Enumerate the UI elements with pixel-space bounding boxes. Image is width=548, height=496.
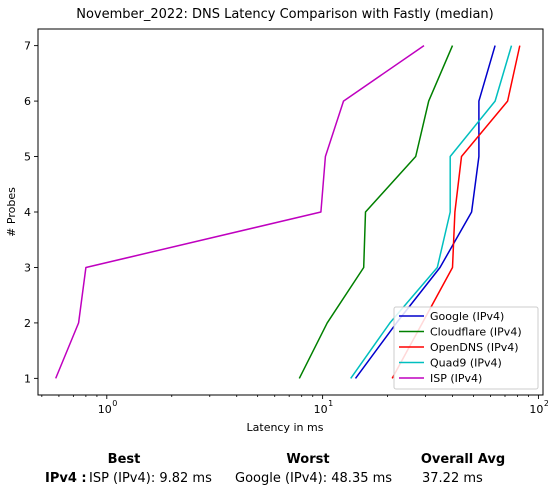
- summary-table: Best Worst Overall Avg IPv4 : ISP (IPv4)…: [0, 448, 548, 496]
- y-tick-label: 1: [24, 372, 31, 385]
- legend: Google (IPv4) Cloudflare (IPv4) OpenDNS (I…: [394, 307, 538, 389]
- x-tick-exponent: 0: [112, 399, 117, 408]
- chart-title: November_2022: DNS Latency Comparison wi…: [76, 7, 493, 22]
- legend-label: Quad9 (IPv4): [430, 357, 502, 370]
- y-axis-ticks: 1 2 3 4 5 6 7: [24, 40, 38, 386]
- worst-value: Google (IPv4): 48.35 ms: [235, 471, 392, 486]
- y-tick-label: 7: [24, 40, 31, 53]
- best-header: Best: [89, 452, 159, 467]
- overall-avg-value: 37.22 ms: [422, 471, 483, 486]
- latency-chart: November_2022: DNS Latency Comparison wi…: [0, 0, 548, 448]
- x-tick-exponent: 2: [544, 399, 548, 408]
- legend-label: Cloudflare (IPv4): [430, 326, 522, 339]
- best-value: ISP (IPv4): 9.82 ms: [89, 471, 212, 486]
- y-tick-label: 6: [24, 95, 31, 108]
- y-tick-label: 5: [24, 151, 31, 164]
- series-line: [56, 46, 424, 379]
- x-tick-label: 10: [529, 403, 543, 416]
- worst-header: Worst: [268, 452, 348, 467]
- legend-label: ISP (IPv4): [430, 372, 482, 385]
- x-axis-label: Latency in ms: [247, 421, 324, 434]
- x-axis-ticks: 10 0 10 1 10 2: [42, 395, 548, 416]
- y-axis-label: # Probes: [5, 187, 18, 237]
- y-tick-label: 4: [24, 206, 31, 219]
- x-tick-exponent: 1: [328, 399, 333, 408]
- x-tick-label: 10: [98, 403, 112, 416]
- legend-label: OpenDNS (IPv4): [430, 341, 519, 354]
- x-tick-label: 10: [314, 403, 328, 416]
- y-tick-label: 3: [24, 261, 31, 274]
- legend-label: Google (IPv4): [430, 310, 504, 323]
- y-tick-label: 2: [24, 317, 31, 330]
- ipv4-row-label: IPv4 :: [45, 471, 87, 486]
- overall-avg-header: Overall Avg: [413, 452, 513, 467]
